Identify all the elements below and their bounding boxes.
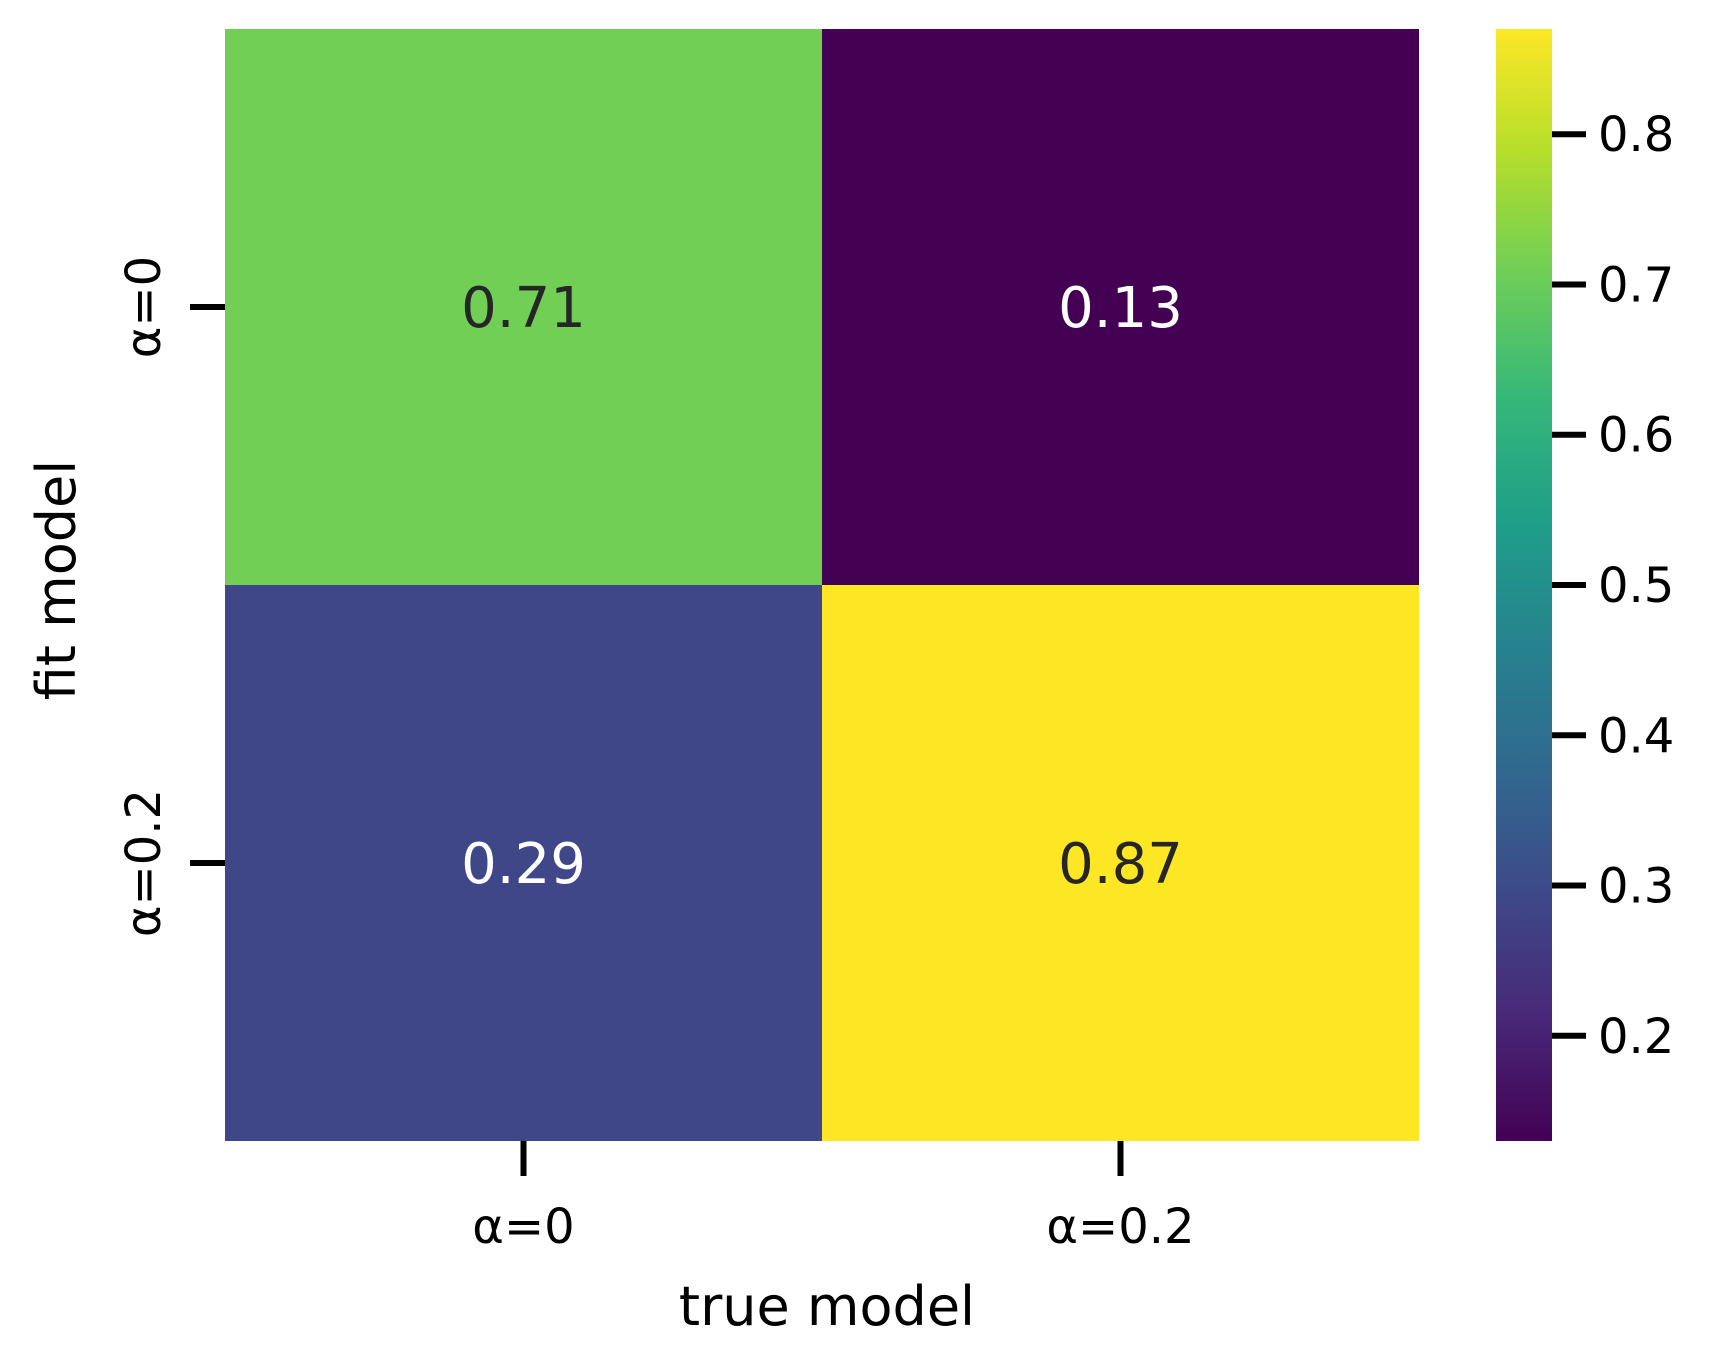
y-axis: α=0 α=0.2: [116, 256, 225, 937]
cell-value-label: 0.13: [1058, 276, 1183, 341]
colorbar-tick-label: 0.4: [1598, 708, 1674, 764]
y-tick-label: α=0.2: [116, 789, 172, 937]
x-axis: α=0 α=0.2: [472, 1141, 1195, 1255]
colorbar: [1496, 29, 1552, 1141]
y-axis-label: fit model: [25, 460, 88, 701]
heatmap-cell: [225, 585, 822, 1141]
colorbar-tick-label: 0.5: [1598, 558, 1674, 614]
colorbar-tick-label: 0.7: [1598, 257, 1674, 313]
y-tick-label: α=0: [116, 256, 172, 358]
heatmap-cell: [225, 29, 822, 585]
cell-value-label: 0.29: [461, 832, 586, 897]
colorbar-tick-label: 0.2: [1598, 1009, 1674, 1065]
x-axis-label: true model: [679, 1275, 975, 1338]
colorbar-tick-label: 0.3: [1598, 859, 1674, 915]
colorbar-ticks: 0.2 0.3 0.4 0.5 0.6 0.7 0.8: [1552, 107, 1674, 1065]
cell-value-label: 0.71: [461, 276, 586, 341]
heatmap-cell: [822, 29, 1419, 585]
heatmap-cell: [822, 585, 1419, 1141]
cell-value-label: 0.87: [1058, 832, 1183, 897]
colorbar-tick-label: 0.8: [1598, 107, 1674, 163]
heatmap-cells: 0.71 0.13 0.29 0.87: [225, 29, 1419, 1141]
x-tick-label: α=0.2: [1046, 1199, 1194, 1255]
x-tick-label: α=0: [472, 1199, 574, 1255]
colorbar-tick-label: 0.6: [1598, 408, 1674, 464]
